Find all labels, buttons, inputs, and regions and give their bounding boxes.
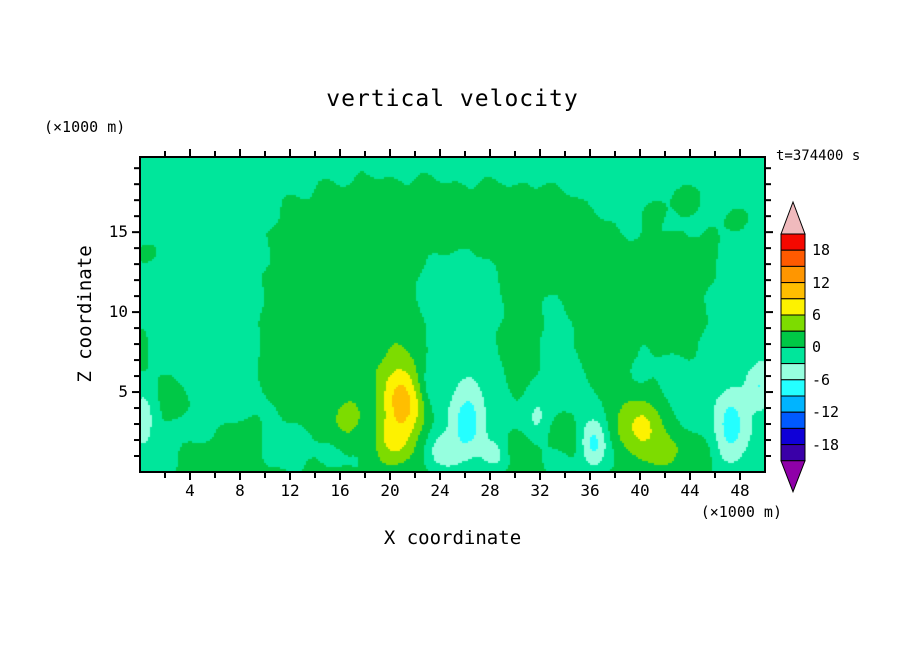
x-tick-labels: 4 8 12 16 20 24 28 32 36 40 44 48 (0, 481, 904, 503)
x-tick-label: 4 (185, 481, 195, 500)
x-tick-label: 48 (730, 481, 750, 500)
contour-plot (140, 157, 765, 472)
colorbar-band (780, 249, 806, 267)
colorbar-band (780, 363, 806, 381)
colorbar-band (780, 265, 806, 284)
colorbar-band (780, 298, 806, 316)
x-tick-label: 32 (530, 481, 550, 500)
colorbar-label: 6 (812, 306, 822, 324)
x-axis-unit-label: (×1000 m) (700, 503, 782, 521)
colorbar-label: 12 (812, 273, 831, 292)
colorbar-top-arrow (780, 200, 806, 235)
x-tick-label: 24 (430, 481, 450, 500)
colorbar-band (780, 282, 806, 300)
plot-title: vertical velocity (326, 86, 579, 112)
y-tick-label: 5 (118, 382, 128, 402)
colorbar-band (780, 444, 806, 462)
time-label: t=374400 s (776, 148, 861, 164)
colorbar-band (780, 330, 806, 348)
x-tick-label: 8 (235, 481, 245, 500)
x-tick-label: 36 (580, 481, 600, 500)
colorbar-band (780, 233, 806, 251)
y-tick-label: 15 (108, 222, 128, 242)
colorbar-bottom-arrow (780, 460, 806, 494)
colorbar-label: -6 (812, 370, 831, 389)
colorbar (780, 200, 806, 494)
colorbar-band (780, 379, 806, 397)
y-axis-label: Z coordinate (74, 245, 96, 383)
y-tick-labels: 5 10 15 (88, 0, 128, 654)
y-axis-unit-label: (×1000 m) (44, 118, 126, 136)
colorbar-label: -18 (812, 435, 840, 454)
colorbar-band (780, 314, 806, 332)
x-tick-label: 40 (630, 481, 650, 500)
x-tick-label: 12 (280, 481, 300, 500)
colorbar-label: 18 (812, 241, 831, 260)
x-tick-label: 44 (680, 481, 700, 500)
colorbar-labels: 18 12 6 0 -6 -12 -18 (812, 0, 858, 654)
colorbar-label: -12 (812, 403, 840, 422)
colorbar-label: 0 (812, 338, 822, 357)
colorbar-band (780, 395, 806, 413)
x-axis-label: X coordinate (383, 527, 522, 549)
x-tick-label: 28 (480, 481, 500, 500)
colorbar-band (780, 346, 806, 365)
x-tick-label: 16 (330, 481, 350, 500)
y-tick-label: 10 (108, 302, 128, 322)
colorbar-band (780, 427, 806, 446)
colorbar-band (780, 411, 806, 429)
x-tick-label: 20 (380, 481, 400, 500)
